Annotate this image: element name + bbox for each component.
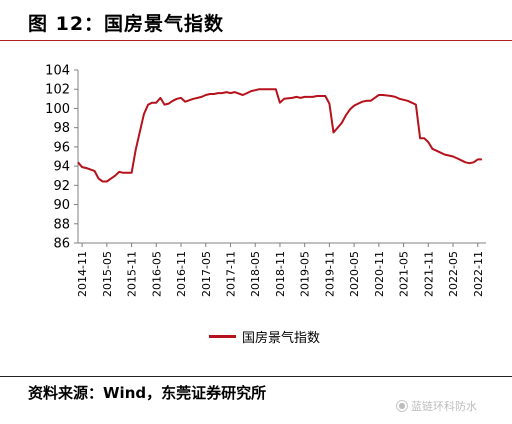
legend-swatch	[209, 335, 236, 338]
x-tick-label: 2022-11	[472, 251, 485, 297]
y-tick-label: 94	[53, 160, 70, 175]
y-tick-label: 104	[45, 64, 70, 79]
source-note: 资料来源：Wind，东莞证券研究所	[28, 384, 267, 402]
legend-label: 国房景气指数	[242, 331, 321, 346]
watermark: ● 蓝链环科防水	[396, 398, 477, 414]
x-tick-label: 2018-11	[274, 251, 287, 297]
x-tick-label: 2021-05	[398, 251, 411, 297]
x-tick-label: 2022-05	[447, 251, 460, 297]
y-tick-label: 96	[53, 140, 70, 155]
chart-legend: 国房景气指数	[209, 327, 320, 346]
y-tick-label: 102	[45, 83, 70, 98]
x-tick-label: 2016-11	[175, 251, 188, 297]
x-tick-label: 2017-05	[200, 251, 213, 297]
wechat-icon: ●	[396, 400, 408, 412]
x-tick-label: 2015-11	[126, 251, 139, 297]
y-tick-label: 86	[53, 237, 70, 252]
y-tick-label: 90	[53, 198, 70, 213]
chart-plot: 86 88 90 92 94 96 98 100 102 104 2014-11 2015-05 201…	[45, 64, 486, 297]
y-tick-label: 92	[53, 179, 70, 194]
y-tick-label: 100	[45, 102, 70, 117]
x-tick-label: 2016-05	[150, 251, 163, 297]
x-tick-label: 2019-11	[323, 251, 336, 297]
watermark-text: 蓝链环科防水	[411, 400, 477, 413]
x-tick-label: 2015-05	[101, 251, 114, 297]
title-divider	[0, 40, 512, 41]
x-tick-label: 2020-05	[348, 251, 361, 297]
x-tick-label: 2017-11	[224, 251, 237, 297]
series-line-guofang-jingqi-index	[77, 88, 482, 183]
y-tick-label: 88	[53, 217, 70, 232]
chart-title: 图 12：国房景气指数	[28, 13, 225, 35]
x-tick-label: 2019-05	[299, 251, 312, 297]
x-tick-label: 2021-11	[422, 251, 435, 297]
x-tick-label: 2018-05	[249, 251, 262, 297]
x-tick-label: 2020-11	[373, 251, 386, 297]
source-divider	[0, 376, 512, 377]
y-tick-label: 98	[53, 121, 70, 136]
x-tick-label: 2014-11	[76, 251, 89, 297]
